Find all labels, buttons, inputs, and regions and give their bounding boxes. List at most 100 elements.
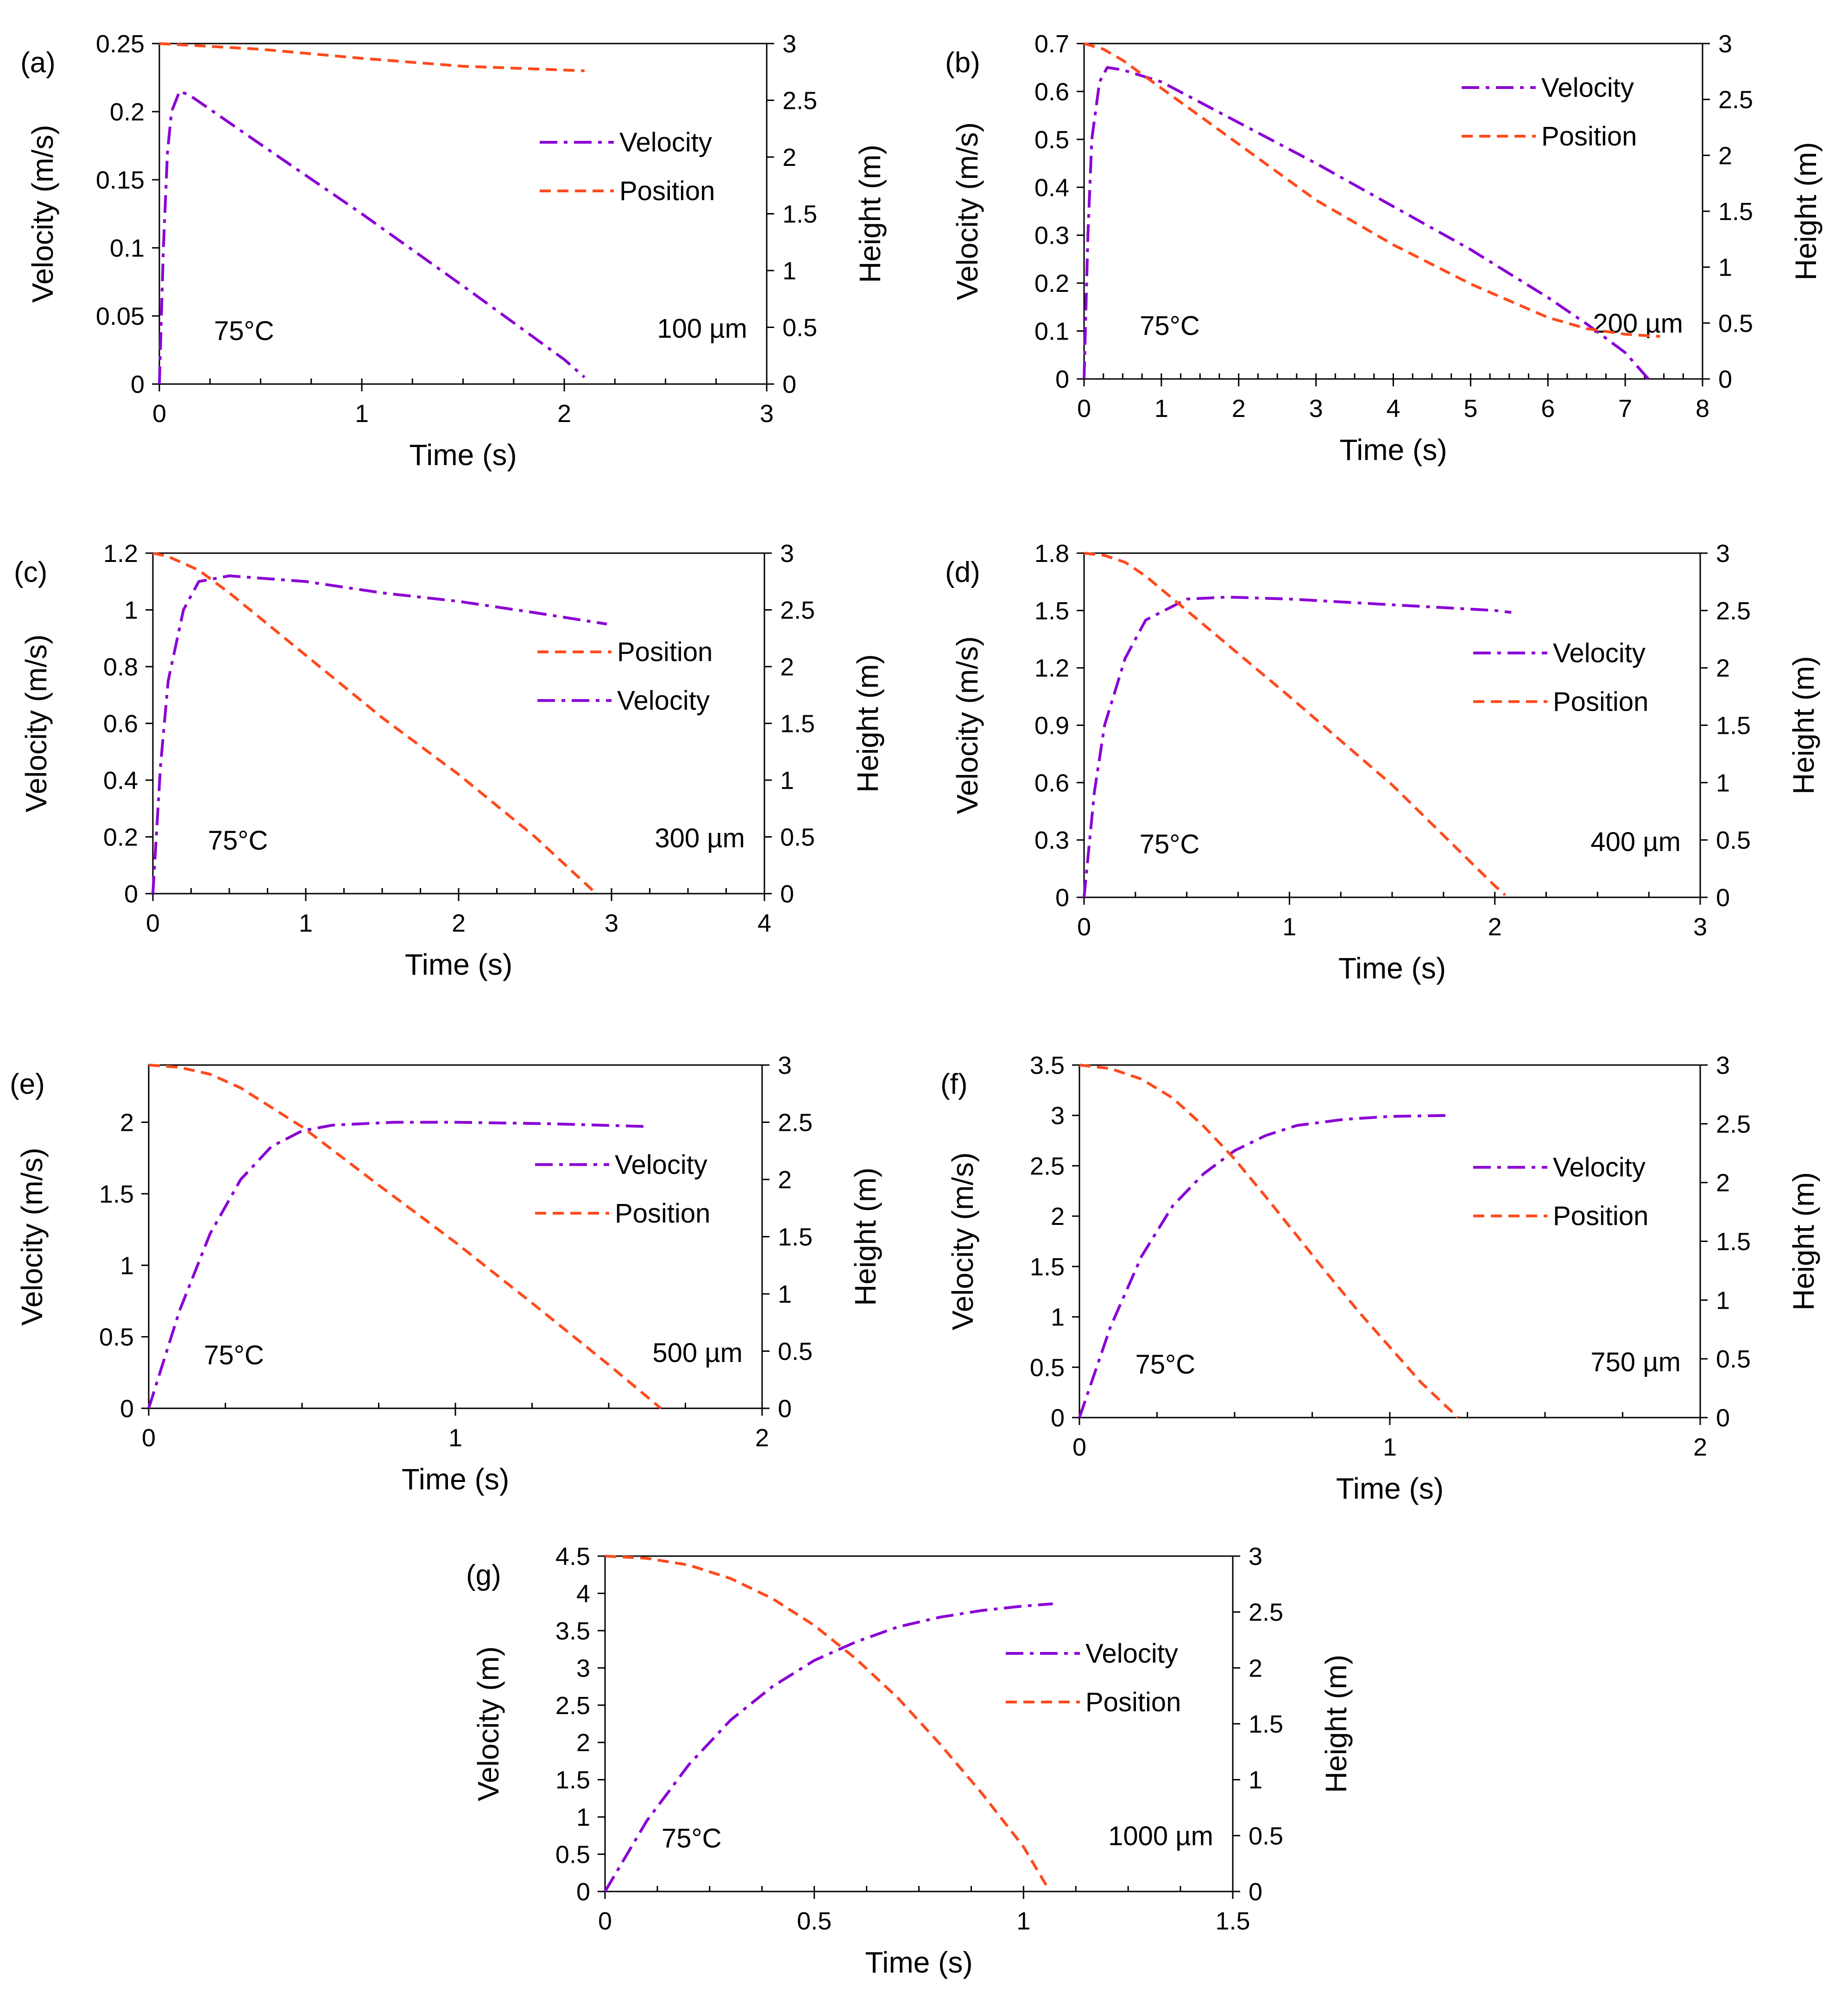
- y2-tick-label: 2.5: [782, 87, 817, 115]
- diameter-annotation: 300 µm: [655, 823, 745, 853]
- x-axis-title: Time (s): [1336, 1472, 1444, 1505]
- x-tick-label: 3: [1693, 913, 1707, 941]
- y-tick-label: 0.05: [96, 303, 145, 330]
- y-tick-label: 0.2: [110, 98, 145, 126]
- x-tick-label: 5: [1463, 395, 1477, 422]
- y-tick-label: 0.5: [555, 1841, 590, 1869]
- y2-tick-label: 0: [782, 371, 796, 398]
- y2-tick-label: 0.5: [1716, 1345, 1751, 1373]
- y-tick-label: 0.2: [1034, 270, 1069, 297]
- y-axis-title: Velocity (m/s): [951, 122, 984, 300]
- y-tick-label: 0.6: [103, 710, 138, 738]
- y-tick-label: 3: [1051, 1102, 1065, 1130]
- y-tick-label: 0: [1051, 1404, 1065, 1432]
- x-tick-label: 3: [1309, 395, 1323, 422]
- position-series-line: [1084, 552, 1506, 896]
- y-tick-label: 0: [1055, 884, 1069, 912]
- y-tick-label: 0.15: [96, 166, 145, 194]
- y2-tick-label: 1: [782, 257, 796, 285]
- y-tick-label: 1.5: [555, 1766, 590, 1794]
- diameter-annotation: 100 µm: [657, 314, 747, 344]
- y-tick-label: 3.5: [555, 1617, 590, 1645]
- legend-velocity-label: Velocity: [1553, 1153, 1646, 1183]
- x-axis-title: Time (s): [865, 1946, 972, 1979]
- y2-axis-title: Height (m): [1319, 1655, 1353, 1793]
- y-tick-label: 0.4: [103, 767, 138, 794]
- y-axis-title: Velocity (m/s): [19, 634, 53, 812]
- x-axis-title: Time (s): [1339, 433, 1447, 467]
- legend-velocity-label: Velocity: [617, 686, 710, 716]
- y2-tick-label: 2: [1249, 1654, 1262, 1682]
- panel-label: (d): [945, 556, 980, 588]
- panel-label: (b): [945, 47, 980, 79]
- y2-tick-label: 0.5: [780, 824, 815, 851]
- y-tick-label: 0.1: [110, 234, 145, 262]
- y-tick-label: 3: [576, 1654, 590, 1682]
- position-series-line: [1079, 1064, 1459, 1419]
- position-series-line: [152, 552, 598, 895]
- x-tick-label: 7: [1618, 395, 1632, 422]
- panel-label: (e): [10, 1068, 45, 1100]
- x-axis-title: Time (s): [1338, 952, 1446, 985]
- y2-tick-label: 2: [778, 1166, 792, 1194]
- y-axis-title: Velocity (m): [472, 1646, 505, 1801]
- y2-tick-label: 1.5: [782, 201, 817, 228]
- x-tick-label: 2: [452, 909, 466, 937]
- y-tick-label: 0.7: [1034, 30, 1069, 58]
- y-tick-label: 0.6: [1034, 769, 1069, 797]
- y-tick-label: 0.5: [1030, 1354, 1065, 1381]
- y2-tick-label: 0.5: [1718, 309, 1753, 337]
- panel-label: (g): [466, 1559, 501, 1591]
- y2-tick-label: 1: [1249, 1766, 1262, 1794]
- y-tick-label: 0: [131, 371, 145, 398]
- y2-tick-label: 1.5: [1249, 1710, 1283, 1738]
- y-tick-label: 0.9: [1034, 712, 1069, 740]
- x-tick-label: 3: [605, 909, 618, 937]
- temperature-annotation: 75°C: [214, 316, 274, 346]
- y-tick-label: 0.6: [1034, 78, 1069, 106]
- y-tick-label: 1.8: [1034, 540, 1069, 567]
- y2-tick-label: 2.5: [1716, 1110, 1751, 1138]
- panel-label: (f): [940, 1068, 968, 1100]
- x-tick-label: 6: [1541, 395, 1555, 422]
- x-tick-label: 1: [355, 400, 369, 428]
- y-tick-label: 3.5: [1030, 1052, 1065, 1079]
- legend-velocity-label: Velocity: [615, 1150, 707, 1180]
- diameter-annotation: 500 µm: [652, 1338, 743, 1368]
- x-tick-label: 3: [760, 400, 774, 428]
- y2-axis-title: Height (m): [851, 654, 884, 793]
- position-series-line: [159, 42, 585, 72]
- temperature-annotation: 75°C: [1140, 829, 1200, 859]
- y2-tick-label: 1.5: [780, 710, 815, 738]
- diameter-annotation: 750 µm: [1590, 1347, 1681, 1377]
- y-tick-label: 2: [1051, 1203, 1065, 1230]
- y2-tick-label: 2.5: [1249, 1599, 1283, 1627]
- y2-tick-label: 2: [780, 653, 794, 681]
- y2-tick-label: 3: [778, 1052, 792, 1079]
- legend-position-label: Position: [617, 637, 713, 667]
- y-tick-label: 1: [120, 1252, 134, 1280]
- y2-tick-label: 1: [778, 1280, 792, 1308]
- x-tick-label: 0: [152, 400, 166, 428]
- y-tick-label: 0.8: [103, 653, 138, 681]
- x-tick-label: 4: [757, 909, 771, 937]
- legend-velocity-label: Velocity: [1085, 1639, 1178, 1669]
- y2-axis-title: Height (m): [1787, 656, 1820, 794]
- x-axis-title: Time (s): [405, 948, 512, 981]
- y-tick-label: 2.5: [555, 1692, 590, 1720]
- chart-panel: 0 1 2 300.30.60.91.21.51.800.511.522.53Time…: [945, 540, 1820, 985]
- y2-axis-title: Height (m): [1787, 1172, 1820, 1311]
- y2-tick-label: 3: [1249, 1543, 1262, 1570]
- x-tick-label: 1.5: [1215, 1907, 1250, 1935]
- y-tick-label: 0.2: [103, 824, 138, 851]
- y-tick-label: 0.5: [99, 1324, 134, 1351]
- x-tick-label: 0: [1072, 1433, 1086, 1461]
- legend-velocity-label: Velocity: [1541, 73, 1634, 103]
- y-tick-label: 1.2: [1034, 655, 1069, 682]
- y-axis-title: Velocity (m/s): [951, 636, 984, 814]
- y-tick-label: 0: [1055, 366, 1069, 393]
- chart-panel: 0 1 2 3 400.20.40.60.811.200.511.522.53Time …: [14, 540, 884, 981]
- y-tick-label: 0.1: [1034, 318, 1069, 346]
- y2-tick-label: 1.5: [1718, 198, 1753, 226]
- y-axis-title: Velocity (m/s): [15, 1148, 49, 1325]
